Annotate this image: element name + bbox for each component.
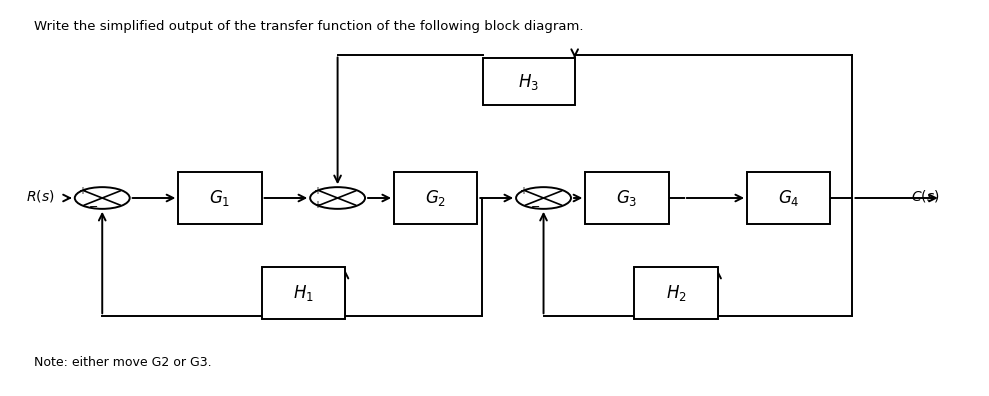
Text: $H_3$: $H_3$ [518,72,539,92]
Text: $C(s)$: $C(s)$ [911,188,940,204]
Text: +: + [313,200,321,209]
Text: $R(s)$: $R(s)$ [26,188,54,204]
Circle shape [516,187,571,209]
Bar [634,267,718,319]
Circle shape [311,187,365,209]
Text: Note: either move G2 or G3.: Note: either move G2 or G3. [34,356,212,369]
Text: $G_4$: $G_4$ [778,188,799,208]
Text: +: + [519,187,527,196]
Bar [394,172,478,224]
Text: $G_2$: $G_2$ [425,188,446,208]
Bar [262,267,345,319]
Text: +: + [313,187,321,196]
Bar [483,58,575,105]
Bar [585,172,669,224]
Text: Write the simplified output of the transfer function of the following block diag: Write the simplified output of the trans… [34,20,584,33]
Text: $G_1$: $G_1$ [210,188,230,208]
Text: −: − [89,202,99,212]
Text: $G_3$: $G_3$ [616,188,638,208]
Bar [178,172,262,224]
Text: $H_2$: $H_2$ [666,283,686,303]
Circle shape [75,187,130,209]
Text: +: + [78,187,86,196]
Text: −: − [531,202,540,212]
Text: $H_1$: $H_1$ [293,283,314,303]
Bar [747,172,831,224]
